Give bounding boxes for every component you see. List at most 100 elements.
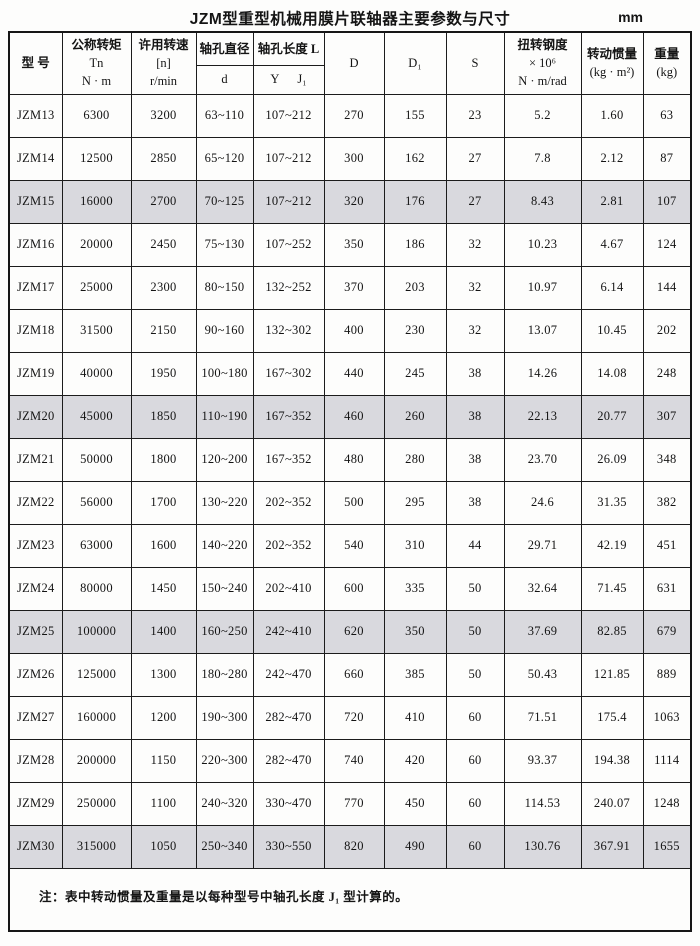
cell-D1: 420 (383, 738, 447, 783)
cell-S: 44 (445, 523, 505, 568)
cell-model: JZM21 (8, 437, 63, 482)
col-header-S: S (445, 31, 505, 95)
cell-S: 50 (445, 609, 505, 654)
table-row: JZM27 160000 1200 190~300 282~470 720 410 60 71.… (8, 695, 692, 740)
cell-stiffness: 5.2 (503, 93, 582, 138)
cell-model: JZM22 (8, 480, 63, 525)
cell-weight: 63 (642, 93, 692, 138)
cell-speed: 1800 (130, 437, 197, 482)
cell-weight: 202 (642, 308, 692, 353)
cell-torque: 45000 (61, 394, 132, 439)
cell-inertia: 31.35 (580, 480, 644, 525)
cell-D: 620 (323, 609, 385, 654)
cell-model: JZM18 (8, 308, 63, 353)
stiffness-unit: N · m/rad (518, 74, 567, 89)
cell-torque: 250000 (61, 781, 132, 826)
cell-D1: 245 (383, 351, 447, 396)
table-row: JZM24 80000 1450 150~240 202~410 600 335 50 32.6… (8, 566, 692, 611)
cell-weight: 451 (642, 523, 692, 568)
cell-model: JZM15 (8, 179, 63, 224)
cell-model: JZM17 (8, 265, 63, 310)
cell-bore_len: 202~410 (252, 566, 325, 611)
col-header-torque: 公称转矩 Tn N · m (61, 31, 132, 95)
cell-speed: 2700 (130, 179, 197, 224)
cell-D1: 230 (383, 308, 447, 353)
col-header-stiffness: 扭转钢度 × 10⁶ N · m/rad (503, 31, 582, 95)
cell-S: 60 (445, 781, 505, 826)
cell-D1: 490 (383, 824, 447, 869)
cell-stiffness: 32.64 (503, 566, 582, 611)
cell-bore_len: 107~212 (252, 136, 325, 181)
cell-bore_d: 70~125 (195, 179, 254, 224)
cell-weight: 889 (642, 652, 692, 697)
table-row: JZM16 20000 2450 75~130 107~252 350 186 32 10.23… (8, 222, 692, 267)
table-row: JZM28 200000 1150 220~300 282~470 740 420 60 93.… (8, 738, 692, 783)
cell-model: JZM26 (8, 652, 63, 697)
cell-inertia: 194.38 (580, 738, 644, 783)
cell-torque: 25000 (61, 265, 132, 310)
cell-S: 32 (445, 265, 505, 310)
cell-torque: 6300 (61, 93, 132, 138)
cell-weight: 1114 (642, 738, 692, 783)
cell-speed: 1300 (130, 652, 197, 697)
cell-D: 350 (323, 222, 385, 267)
cell-D: 770 (323, 781, 385, 826)
cell-torque: 160000 (61, 695, 132, 740)
cell-bore_len: 242~470 (252, 652, 325, 697)
table-row: JZM20 45000 1850 110~190 167~352 460 260 38 22.1… (8, 394, 692, 439)
cell-bore_len: 242~410 (252, 609, 325, 654)
cell-weight: 348 (642, 437, 692, 482)
cell-speed: 1050 (130, 824, 197, 869)
cell-torque: 80000 (61, 566, 132, 611)
table-row: JZM19 40000 1950 100~180 167~302 440 245 38 14.2… (8, 351, 692, 396)
cell-D1: 203 (383, 265, 447, 310)
cell-S: 60 (445, 695, 505, 740)
cell-bore_d: 190~300 (195, 695, 254, 740)
cell-inertia: 2.81 (580, 179, 644, 224)
speed-symbol: [n] (156, 56, 171, 71)
col-header-model: 型 号 (8, 31, 63, 95)
cell-model: JZM16 (8, 222, 63, 267)
cell-stiffness: 37.69 (503, 609, 582, 654)
cell-bore_len: 167~302 (252, 351, 325, 396)
cell-D: 460 (323, 394, 385, 439)
cell-inertia: 175.4 (580, 695, 644, 740)
cell-S: 32 (445, 308, 505, 353)
cell-torque: 16000 (61, 179, 132, 224)
cell-D1: 350 (383, 609, 447, 654)
cell-model: JZM19 (8, 351, 63, 396)
cell-bore_d: 150~240 (195, 566, 254, 611)
cell-inertia: 10.45 (580, 308, 644, 353)
cell-speed: 1200 (130, 695, 197, 740)
cell-bore_len: 107~212 (252, 93, 325, 138)
cell-model: JZM13 (8, 93, 63, 138)
cell-S: 38 (445, 394, 505, 439)
torque-unit: N · m (81, 74, 112, 89)
cell-bore_d: 140~220 (195, 523, 254, 568)
cell-bore_d: 63~110 (195, 93, 254, 138)
cell-torque: 40000 (61, 351, 132, 396)
cell-bore_d: 75~130 (195, 222, 254, 267)
table-row: JZM21 50000 1800 120~200 167~352 480 280 38 23.7… (8, 437, 692, 482)
cell-inertia: 42.19 (580, 523, 644, 568)
torque-symbol: Tn (89, 56, 104, 71)
cell-S: 23 (445, 93, 505, 138)
table-note: 注：表中转动惯量及重量是以每种型号中轴孔长度 J₁ 型计算的。 (8, 867, 692, 932)
col-header-bore-diameter: 轴孔直径 (195, 31, 254, 66)
weight-unit: (kg) (656, 65, 678, 80)
cell-D1: 295 (383, 480, 447, 525)
cell-bore_len: 132~302 (252, 308, 325, 353)
table-row: JZM22 56000 1700 130~220 202~352 500 295 38 24.6… (8, 480, 692, 525)
cell-model: JZM29 (8, 781, 63, 826)
cell-weight: 631 (642, 566, 692, 611)
cell-S: 50 (445, 566, 505, 611)
cell-inertia: 6.14 (580, 265, 644, 310)
cell-stiffness: 130.76 (503, 824, 582, 869)
cell-speed: 1850 (130, 394, 197, 439)
cell-D1: 155 (383, 93, 447, 138)
cell-D: 740 (323, 738, 385, 783)
cell-bore_d: 110~190 (195, 394, 254, 439)
cell-torque: 12500 (61, 136, 132, 181)
cell-model: JZM28 (8, 738, 63, 783)
cell-bore_d: 240~320 (195, 781, 254, 826)
